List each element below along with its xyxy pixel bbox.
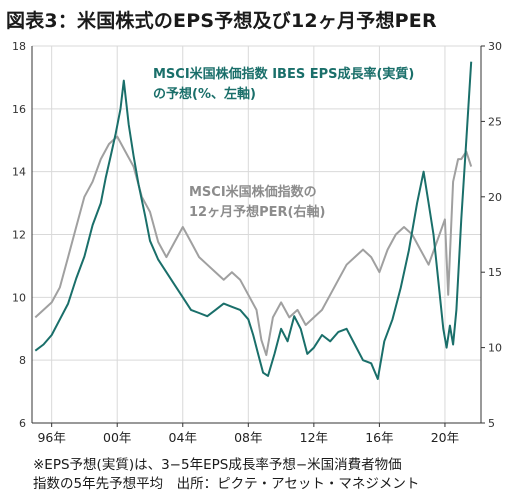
- footnote-line-2: 指数の5年先予想平均 出所：ピクテ・アセット・マネジメント: [33, 476, 420, 492]
- x-tick-label: 12年: [300, 430, 328, 445]
- y-right-tick-label: 20: [488, 191, 502, 204]
- per-series-label-line2: 12ヶ月予想PER(右軸): [189, 204, 325, 220]
- chart-title: 図表3：米国株式のEPS予想及び12ヶ月予想PER: [6, 10, 437, 32]
- x-tick-label: 00年: [103, 430, 131, 445]
- x-tick-label: 96年: [37, 430, 65, 445]
- y-left-tick-label: 18: [12, 40, 26, 53]
- label-layer: MSCI米国株価指数 IBES EPS成長率(実質) の予想(%、左軸) MSC…: [153, 66, 414, 220]
- forward-per-series-line: [34, 135, 473, 357]
- per-series-label-line1: MSCI米国株価指数の: [189, 184, 317, 200]
- y-right-tick-label: 15: [488, 266, 502, 279]
- y-left-tick-label: 8: [19, 354, 26, 367]
- y-left-tick-label: 12: [12, 229, 26, 242]
- y-right-tick-label: 5: [488, 417, 495, 430]
- y-right-tick-label: 10: [488, 342, 502, 355]
- grid-layer: [32, 45, 481, 424]
- y-left-tick-label: 16: [12, 103, 26, 116]
- y-left-tick-label: 6: [19, 417, 26, 430]
- footnote-line-1: ※EPS予想(実質)は、3−5年EPS成長率予想−米国消費者物価: [33, 457, 402, 473]
- x-tick-label: 08年: [234, 430, 262, 445]
- eps-series-label-line2: の予想(%、左軸): [153, 86, 256, 102]
- x-tick-label: 16年: [365, 430, 393, 445]
- eps-growth-series-line: [34, 61, 473, 380]
- y-right-tick-label: 30: [488, 40, 502, 53]
- y-left-tick-label: 10: [12, 291, 26, 304]
- eps-series-label-line1: MSCI米国株価指数 IBES EPS成長率(実質): [153, 66, 414, 82]
- footnote: ※EPS予想(実質)は、3−5年EPS成長率予想−米国消費者物価 指数の5年先予…: [33, 456, 419, 494]
- y-right-tick-label: 25: [488, 115, 502, 128]
- x-tick-label: 20年: [431, 430, 459, 445]
- series-layer: [34, 61, 473, 380]
- axis-layer: 6 8 10 12 14 16 18 96年 00年 04年 08年 12年 16年 20年 5 10 15 20…: [12, 40, 502, 445]
- x-tick-label: 04年: [169, 430, 197, 445]
- y-left-tick-label: 14: [12, 166, 26, 179]
